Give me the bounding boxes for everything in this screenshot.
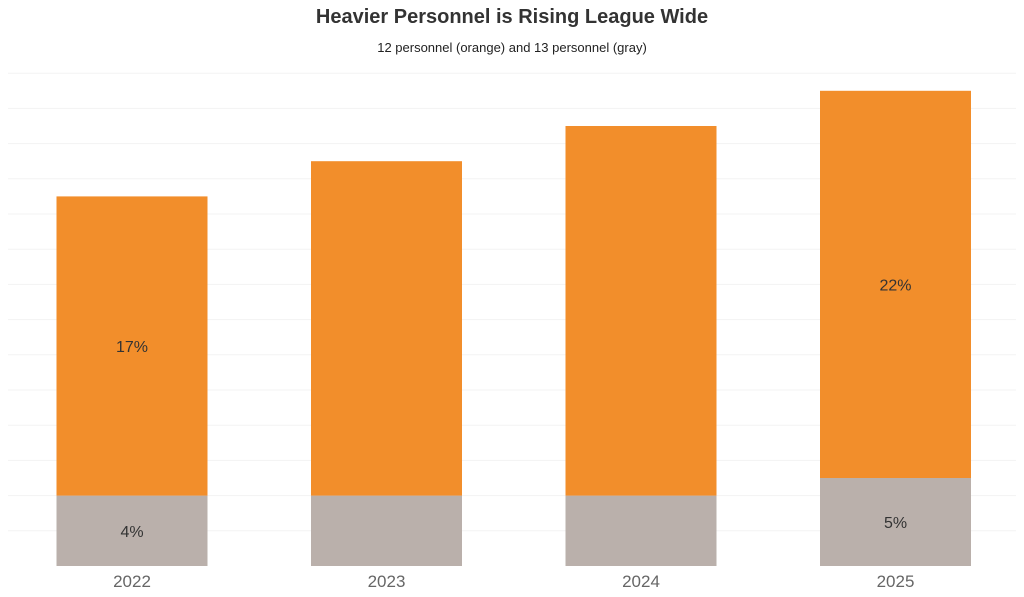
bar-segment-gray-2023 xyxy=(311,495,462,566)
bar-segment-orange-2022 xyxy=(56,196,208,496)
bar-segment-orange-2023 xyxy=(311,161,462,496)
bar-segment-gray-2025 xyxy=(820,478,971,566)
bar-segment-gray-2022 xyxy=(56,495,208,566)
x-tick-label-2023: 2023 xyxy=(368,572,406,591)
data-label-2025-1: 22% xyxy=(879,277,911,294)
x-tick-label-2022: 2022 xyxy=(113,572,151,591)
x-axis-ticks: 2022 2023 2024 2025 xyxy=(113,572,914,591)
bars xyxy=(56,90,971,566)
data-label-2025-0: 5% xyxy=(884,515,907,532)
bar-segment-orange-2025 xyxy=(820,90,971,479)
x-tick-label-2025: 2025 xyxy=(877,572,915,591)
x-tick-label-2024: 2024 xyxy=(622,572,660,591)
chart-subtitle: 12 personnel (orange) and 13 personnel (… xyxy=(377,40,647,55)
data-label-2022-0: 4% xyxy=(120,524,143,541)
bar-labels: 4% 17% 5% 22% xyxy=(116,277,912,540)
bar-segment-gray-2024 xyxy=(565,495,717,566)
chart-title: Heavier Personnel is Rising League Wide xyxy=(315,6,709,28)
bar-segment-orange-2024 xyxy=(565,126,717,496)
data-label-2022-1: 17% xyxy=(116,339,148,356)
